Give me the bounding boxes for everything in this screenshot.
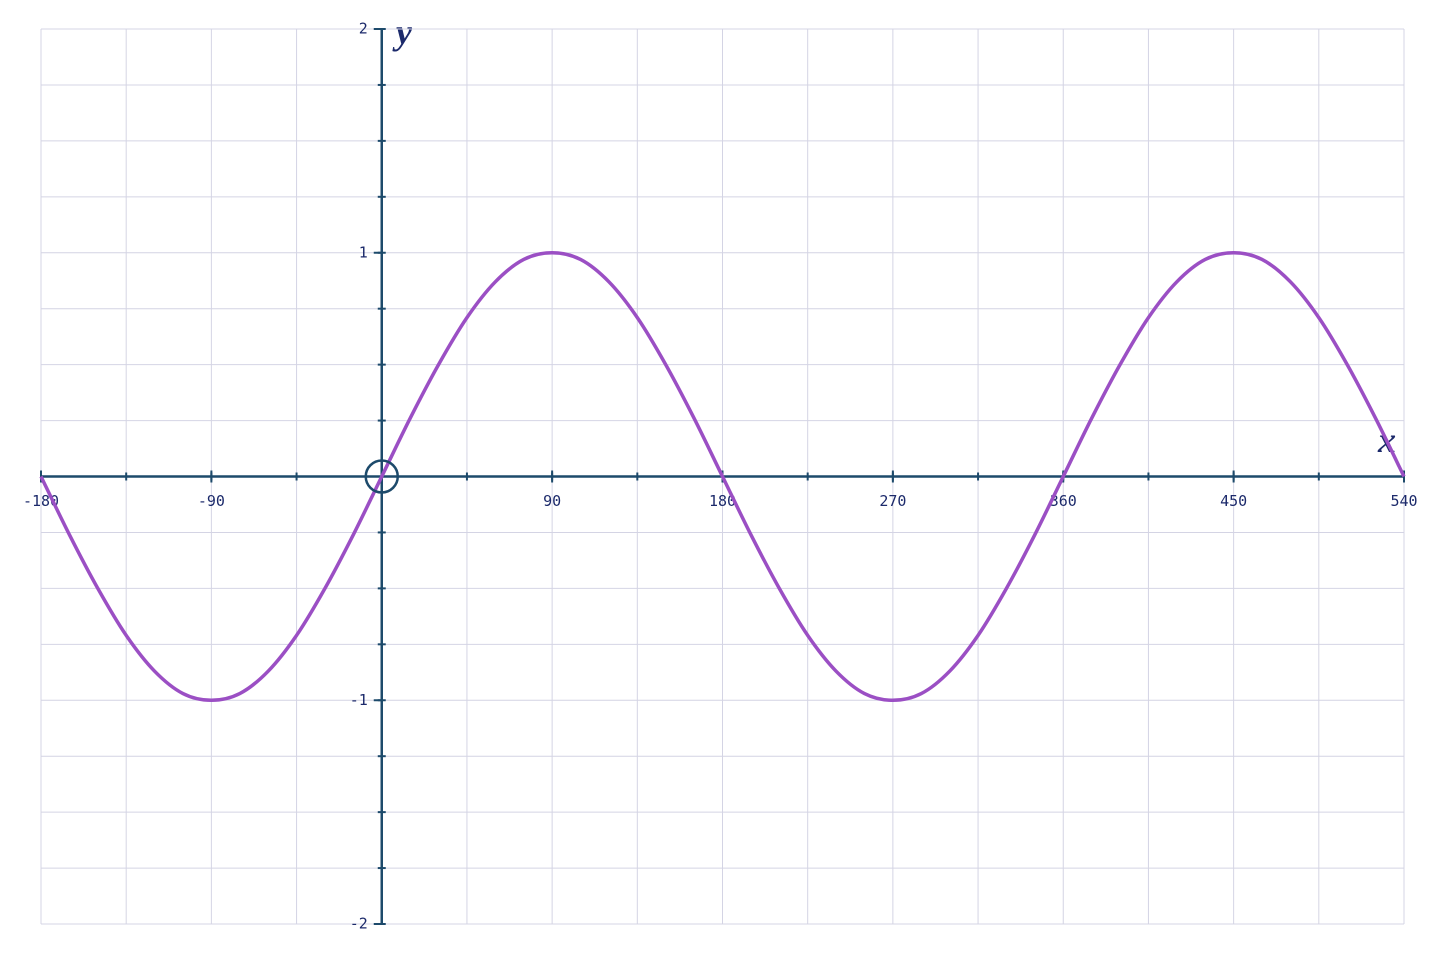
x-tick-label: 90 bbox=[543, 492, 561, 510]
x-tick-label: 360 bbox=[1050, 492, 1077, 510]
y-tick-label: -2 bbox=[350, 915, 368, 933]
sine-curve bbox=[39, 250, 1406, 703]
x-tick-label: 180 bbox=[709, 492, 736, 510]
origin-marker bbox=[364, 459, 399, 494]
y-tick-label: -1 bbox=[350, 691, 368, 709]
y-tick-label: 2 bbox=[359, 20, 368, 38]
x-tick-label: 270 bbox=[879, 492, 906, 510]
y-tick-label: 1 bbox=[359, 243, 368, 261]
x-tick-label: 450 bbox=[1220, 492, 1247, 510]
y-axis-label: y bbox=[392, 12, 413, 52]
x-tick-label: 540 bbox=[1390, 492, 1417, 510]
x-tick-label: -90 bbox=[198, 492, 225, 510]
